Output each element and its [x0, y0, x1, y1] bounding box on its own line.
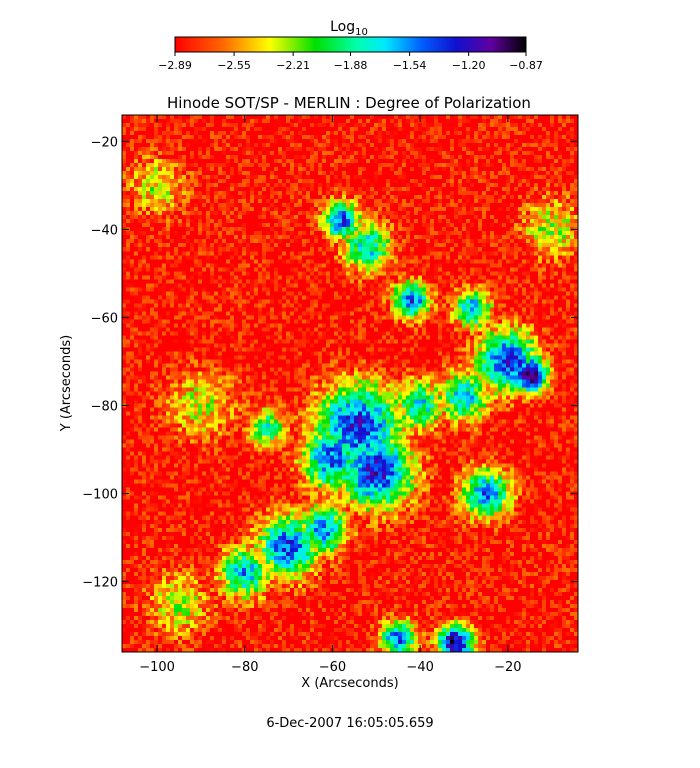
- colorbar-tick-label: −1.20: [452, 59, 486, 72]
- x-tick-label: −80: [231, 660, 258, 675]
- y-axis: −120 −100 −80 −60 −40 −20: [82, 135, 578, 591]
- colorbar: [174, 36, 527, 53]
- x-tick-label: −40: [406, 660, 433, 675]
- y-tick-label: −60: [91, 311, 118, 326]
- y-tick-label: −120: [82, 576, 118, 591]
- y-tick-label: −80: [91, 400, 118, 415]
- colorbar-tick-label: −2.89: [158, 59, 192, 72]
- colorbar-tick-label: −1.54: [393, 59, 427, 72]
- timestamp-caption: 6-Dec-2007 16:05:05.659: [266, 716, 434, 731]
- colorbar-label: Log10: [330, 19, 368, 38]
- chart-title: Hinode SOT/SP - MERLIN : Degree of Polar…: [167, 94, 531, 112]
- x-tick-label: −60: [319, 660, 346, 675]
- colorbar-tick-label: −2.21: [276, 59, 310, 72]
- x-tick-label: −20: [494, 660, 521, 675]
- y-tick-label: −40: [91, 223, 118, 238]
- heatmap-image: [122, 115, 578, 652]
- y-axis-label: Y (Arcseconds): [59, 335, 74, 432]
- x-axis: −100 −80 −60 −40 −20: [139, 115, 522, 675]
- colorbar-tick-label: −0.87: [509, 59, 543, 72]
- colorbar-ticks: −2.89 −2.55 −2.21 −1.88 −1.54 −1.20 −0.87: [158, 52, 543, 72]
- y-tick-label: −100: [82, 488, 118, 503]
- plot-frame: [121, 114, 579, 653]
- x-axis-label: X (Arcseconds): [301, 676, 398, 691]
- y-tick-label: −20: [91, 135, 118, 150]
- colorbar-tick-label: −1.88: [334, 59, 368, 72]
- x-tick-label: −100: [139, 660, 175, 675]
- colorbar-tick-label: −2.55: [217, 59, 251, 72]
